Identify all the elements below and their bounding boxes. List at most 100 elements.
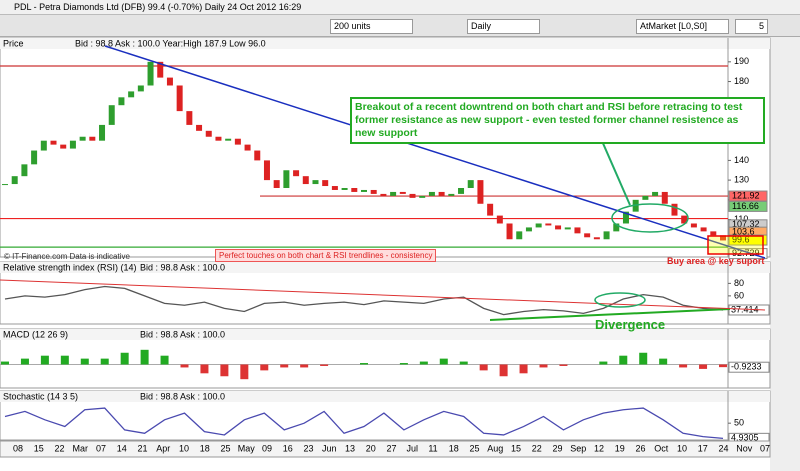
x-tick-label: 13 [345,443,355,453]
histogram-bar [499,364,508,377]
x-tick-label: Jul [406,443,418,453]
x-tick-label: 09 [262,443,272,453]
x-tick-label: 14 [117,443,127,453]
candle [652,191,659,196]
candle [574,227,581,234]
histogram-bar [399,363,408,365]
panel-header [0,329,770,340]
panel-subtitle: Bid : 98.8 Ask : 100.0 [140,391,225,401]
candle [166,77,173,86]
price-tag-label: 92.729 [732,248,760,258]
histogram-bar [539,364,548,368]
histogram-bar [459,361,468,365]
histogram-bar [639,352,648,365]
candle [118,97,125,106]
x-tick-label: 25 [220,443,230,453]
panel-title: Relative strength index (RSI) (14) [3,262,137,272]
x-tick-label: 22 [532,443,542,453]
highlight-ellipse [611,203,689,233]
price-tag-label: 116.66 [732,201,759,211]
candle [302,176,309,185]
x-tick-label: 17 [698,443,708,453]
histogram-bar [80,358,89,365]
x-tick-label: 10 [179,443,189,453]
candle [681,215,688,224]
histogram-bar [140,349,149,365]
price-tag [728,234,768,246]
period-select[interactable]: Daily [467,19,540,34]
x-tick-label: 15 [511,443,521,453]
x-tick-label: 23 [303,443,313,453]
panel-header [0,262,770,273]
trendline [104,45,766,259]
panel-subtitle: Bid : 98.8 Ask : 100.0 [140,329,225,339]
histogram-bar [120,352,129,365]
candle [225,138,232,141]
candle [273,180,280,188]
price-tag-label: 121.92 [732,190,760,200]
x-tick-label: 12 [594,443,604,453]
units-select[interactable]: 200 units [330,19,413,34]
candle [351,188,358,192]
value-tag-label: -0.9233 [731,362,762,372]
candle [399,191,406,194]
histogram-bar [679,364,688,368]
histogram-bar [300,364,309,368]
panel-header [0,38,770,49]
candle [370,189,377,194]
candle [50,140,57,145]
candle [341,188,348,190]
x-tick-label: 24 [718,443,728,453]
y-tick-label: 190 [734,56,749,66]
candle [205,130,212,137]
x-tick-label: 18 [449,443,459,453]
y-tick-label: 50 [734,418,744,428]
x-tick-label: Mar [73,443,89,453]
x-tick-label: Sep [570,443,586,453]
candle [234,138,241,145]
histogram-bar [200,364,209,374]
x-tick-label: Apr [156,443,170,453]
candle [671,203,678,216]
rsi-support [489,308,731,321]
candle [409,193,416,198]
candle [438,191,445,196]
x-tick-label: 25 [469,443,479,453]
x-tick-label: Jun [322,443,337,453]
candle [157,61,164,78]
histogram-bar [160,355,169,365]
histogram-bar [360,363,368,365]
candle [535,223,542,228]
buy-area [707,235,764,255]
price-tag-label: 103.6 [732,227,755,237]
side-strip [770,37,800,471]
candle [293,170,300,177]
histogram-bar [619,355,628,365]
count-input[interactable]: 5 [735,19,768,34]
x-tick-label: 18 [200,443,210,453]
histogram-bar [180,364,189,368]
candle [525,227,532,232]
histogram-bar [320,364,329,366]
panel-title: Price [3,38,24,48]
highlight-ellipse [594,292,646,308]
buy-note: Buy area @ key suport [667,256,765,266]
x-tick-label: 07 [96,443,106,453]
candle [215,136,222,141]
candle [448,193,455,196]
x-tick-label: 29 [552,443,562,453]
histogram-bar [40,355,49,365]
candle [99,124,106,141]
histogram-bar [439,358,448,365]
candle [283,170,290,188]
x-tick-label: Aug [487,443,503,453]
histogram-bar [100,358,109,365]
y-tick-label: 180 [734,76,749,86]
x-tick-label: 26 [635,443,645,453]
order-select[interactable]: AtMarket [L0,S0] [636,19,729,34]
candle [137,85,144,92]
copyright: © IT-Finance.com Data is indicative [4,252,130,261]
candle [331,186,338,190]
histogram-bar [240,364,249,380]
